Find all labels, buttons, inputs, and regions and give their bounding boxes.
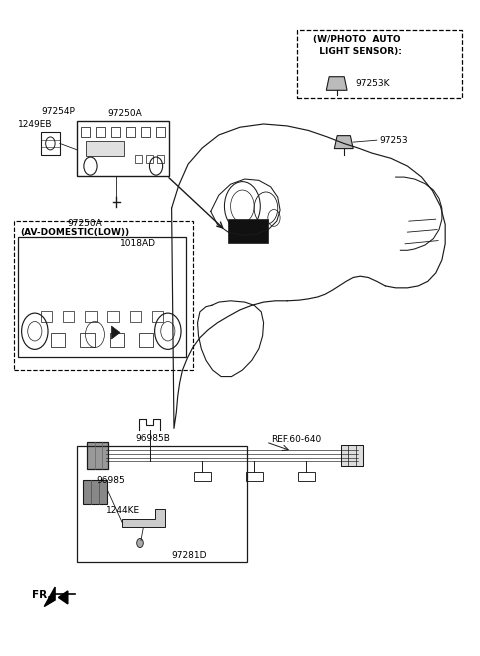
Text: 1249EB: 1249EB: [18, 119, 52, 129]
Text: 97250A: 97250A: [107, 108, 142, 117]
Polygon shape: [122, 509, 165, 527]
Polygon shape: [59, 591, 68, 604]
Text: 1018AD: 1018AD: [120, 239, 156, 248]
Text: 97254P: 97254P: [41, 106, 75, 115]
Text: 97250A: 97250A: [68, 218, 103, 228]
Polygon shape: [341, 445, 362, 466]
Text: REF.60-640: REF.60-640: [271, 435, 321, 444]
Text: 96985B: 96985B: [135, 434, 170, 443]
Polygon shape: [326, 77, 347, 91]
Circle shape: [137, 539, 144, 548]
Polygon shape: [111, 326, 120, 339]
Text: 97253K: 97253K: [356, 79, 390, 88]
Text: FR.: FR.: [33, 590, 52, 600]
Polygon shape: [87, 442, 108, 469]
Text: 1244KE: 1244KE: [106, 506, 140, 515]
Polygon shape: [86, 142, 124, 156]
Text: 97253: 97253: [379, 136, 408, 145]
Polygon shape: [84, 480, 107, 504]
Polygon shape: [228, 219, 268, 243]
Text: 96985: 96985: [96, 476, 125, 485]
Text: 97281D: 97281D: [172, 552, 207, 560]
Polygon shape: [335, 136, 353, 149]
Text: (AV-DOMESTIC(LOW)): (AV-DOMESTIC(LOW)): [21, 228, 130, 237]
Text: (W/PHOTO  AUTO
  LIGHT SENSOR):: (W/PHOTO AUTO LIGHT SENSOR):: [313, 35, 402, 56]
Polygon shape: [44, 587, 55, 607]
